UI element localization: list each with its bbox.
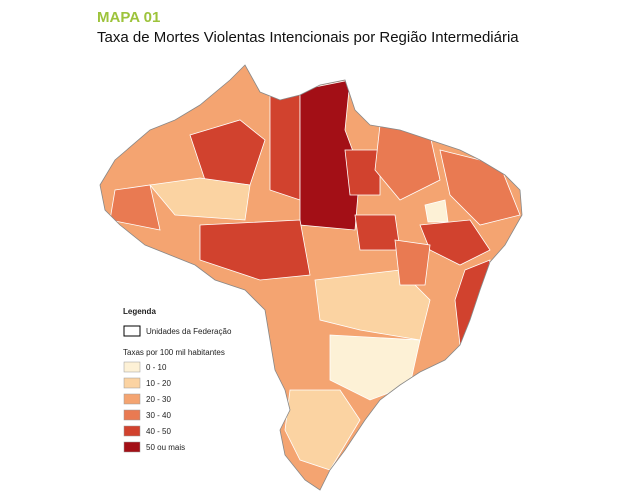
map-subtitle: Taxa de Mortes Violentas Intencionais po… bbox=[97, 29, 519, 46]
map-title: MAPA 01 bbox=[97, 9, 160, 26]
region bbox=[424, 199, 449, 223]
region bbox=[344, 149, 381, 196]
legend-label: 10 - 20 bbox=[146, 379, 171, 388]
boundary-swatch bbox=[123, 325, 141, 337]
region bbox=[189, 119, 266, 186]
legend-label: 0 - 10 bbox=[146, 363, 167, 372]
legend-label: 50 ou mais bbox=[146, 443, 185, 452]
legend-swatch bbox=[123, 393, 141, 405]
region bbox=[354, 214, 401, 251]
legend-swatch bbox=[123, 409, 141, 421]
region bbox=[109, 184, 161, 231]
region bbox=[394, 239, 431, 286]
legend-swatch bbox=[123, 441, 141, 453]
region bbox=[269, 94, 301, 201]
legend-label: 40 - 50 bbox=[146, 427, 171, 436]
legend-swatch bbox=[123, 377, 141, 389]
region bbox=[199, 219, 311, 281]
legend-swatch bbox=[123, 361, 141, 373]
boundary-label: Unidades da Federação bbox=[146, 327, 232, 336]
region bbox=[149, 177, 251, 221]
scale-title: Taxas por 100 mil habitantes bbox=[123, 348, 225, 357]
legend-label: 20 - 30 bbox=[146, 395, 171, 404]
legend-label: 30 - 40 bbox=[146, 411, 171, 420]
legend: Legenda Unidades da Federação Taxas por … bbox=[123, 307, 232, 453]
legend-swatch bbox=[123, 425, 141, 437]
legend-title: Legenda bbox=[123, 307, 156, 316]
